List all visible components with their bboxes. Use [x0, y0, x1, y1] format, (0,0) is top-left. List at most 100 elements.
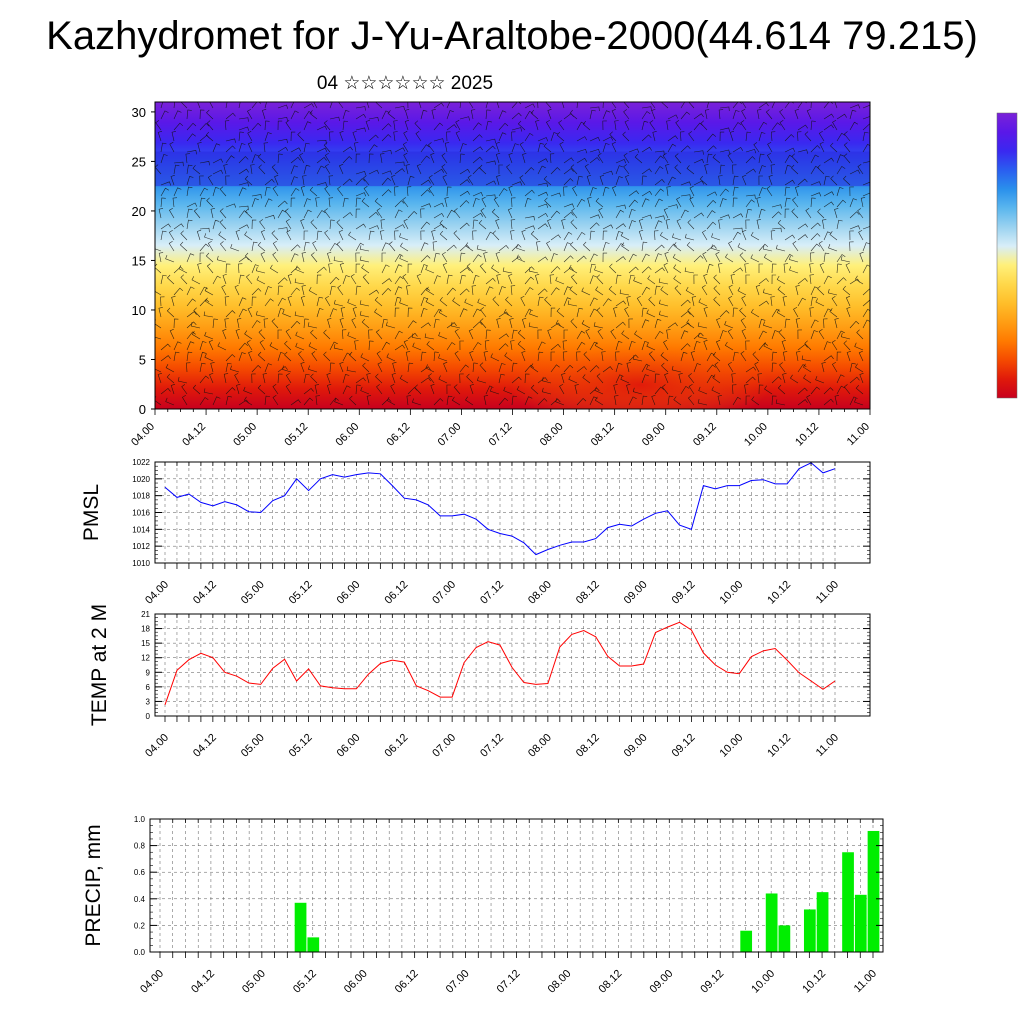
wind-barb: [328, 197, 334, 208]
pmsl-x-tick-label: 08.00: [526, 579, 554, 607]
precip-x-tick-label: 09.12: [698, 968, 726, 996]
wind-barb: [620, 375, 630, 384]
wind-barb: [316, 308, 324, 318]
wind-barb: [615, 256, 626, 263]
wind-barb: [615, 223, 626, 230]
wind-barb: [805, 208, 812, 219]
wind-barb: [361, 197, 370, 208]
wind-barb: [690, 350, 695, 362]
wind-barb: [381, 123, 392, 131]
wind-barb: [764, 385, 773, 395]
wind-barb: [584, 164, 591, 175]
wind-barb: [477, 376, 487, 384]
wind-barb: [727, 361, 734, 373]
wind-barb: [342, 156, 353, 164]
wind-barb: [329, 362, 335, 373]
profile-y-tick-label: 10: [132, 303, 146, 318]
wind-barb: [766, 186, 773, 197]
wind-barb: [406, 186, 412, 197]
wind-barb: [754, 361, 760, 373]
wind-barb: [659, 231, 669, 241]
wind-barb: [472, 198, 480, 208]
wind-barb: [675, 120, 682, 131]
wind-barb: [171, 131, 176, 142]
wind-barb: [290, 266, 301, 274]
wind-barb: [648, 296, 656, 307]
wind-barb: [671, 365, 682, 373]
wind-barb: [348, 231, 357, 241]
wind-barb: [849, 320, 860, 329]
wind-barb: [823, 113, 835, 120]
wind-barb: [784, 134, 795, 142]
wind-barb: [468, 102, 474, 109]
wind-barb: [739, 252, 747, 263]
wind-barb: [327, 251, 332, 263]
wind-barb: [742, 229, 747, 241]
wind-barb: [402, 197, 409, 208]
wind-barb: [173, 102, 175, 109]
wind-barb: [303, 209, 312, 219]
wind-barb: [290, 110, 299, 120]
wind-barb: [238, 156, 249, 164]
wind-barb: [459, 267, 470, 274]
wind-barb: [537, 329, 542, 340]
wind-barb: [386, 353, 396, 362]
wind-barb: [702, 251, 708, 263]
wind-barb: [563, 178, 574, 186]
wind-barb: [277, 104, 289, 109]
wind-barb: [166, 274, 175, 285]
precip-x-tick-label: 06.00: [342, 968, 370, 996]
wind-barb: [483, 395, 489, 406]
wind-barb: [589, 263, 596, 274]
wind-barb: [453, 230, 461, 241]
wind-barb: [582, 241, 591, 252]
wind-barb: [595, 197, 604, 208]
wind-barb: [490, 387, 500, 395]
wind-barb: [641, 175, 647, 186]
wind-barb: [781, 339, 786, 351]
wind-barb: [375, 102, 383, 109]
wind-barb: [446, 384, 451, 395]
wind-barb: [199, 197, 206, 208]
wind-barb: [342, 120, 349, 131]
wind-barb: [484, 340, 490, 351]
temp-x-tick-label: 06.12: [382, 732, 410, 760]
wind-barb: [758, 102, 769, 109]
wind-barb: [199, 298, 210, 307]
wind-barb: [433, 212, 445, 219]
wind-barb: [602, 186, 610, 197]
wind-barb: [714, 362, 721, 373]
wind-barb: [770, 131, 776, 142]
wind-barb: [517, 120, 526, 131]
wind-barb: [420, 109, 428, 120]
wind-barb: [259, 339, 266, 351]
wind-barb: [680, 102, 690, 109]
wind-barb: [836, 165, 846, 175]
wind-barb: [792, 241, 799, 252]
temp-x-tick-label: 08.12: [574, 732, 602, 760]
wind-barb: [285, 219, 292, 230]
wind-barb: [197, 102, 201, 109]
wind-barb: [834, 102, 838, 109]
wind-barb: [582, 120, 591, 131]
wind-barb: [394, 186, 399, 197]
wind-barb: [472, 362, 478, 373]
wind-barb: [849, 198, 858, 208]
wind-barb: [277, 200, 288, 208]
wind-barb: [324, 163, 331, 175]
wind-barb: [862, 226, 870, 230]
wind-barb: [381, 189, 392, 197]
wind-barb: [818, 329, 825, 340]
wind-barb: [238, 263, 243, 274]
wind-barb: [776, 275, 786, 285]
wind-barb: [329, 397, 339, 406]
wind-barb: [160, 387, 171, 395]
wind-barb: [768, 174, 773, 186]
wind-barb: [706, 199, 717, 208]
pmsl-x-tick-label: 11.00: [814, 579, 841, 606]
wind-barb: [180, 274, 188, 285]
wind-barb: [173, 110, 182, 120]
wind-barb: [706, 221, 717, 230]
wind-barb: [817, 164, 825, 175]
wind-barb: [315, 197, 320, 208]
